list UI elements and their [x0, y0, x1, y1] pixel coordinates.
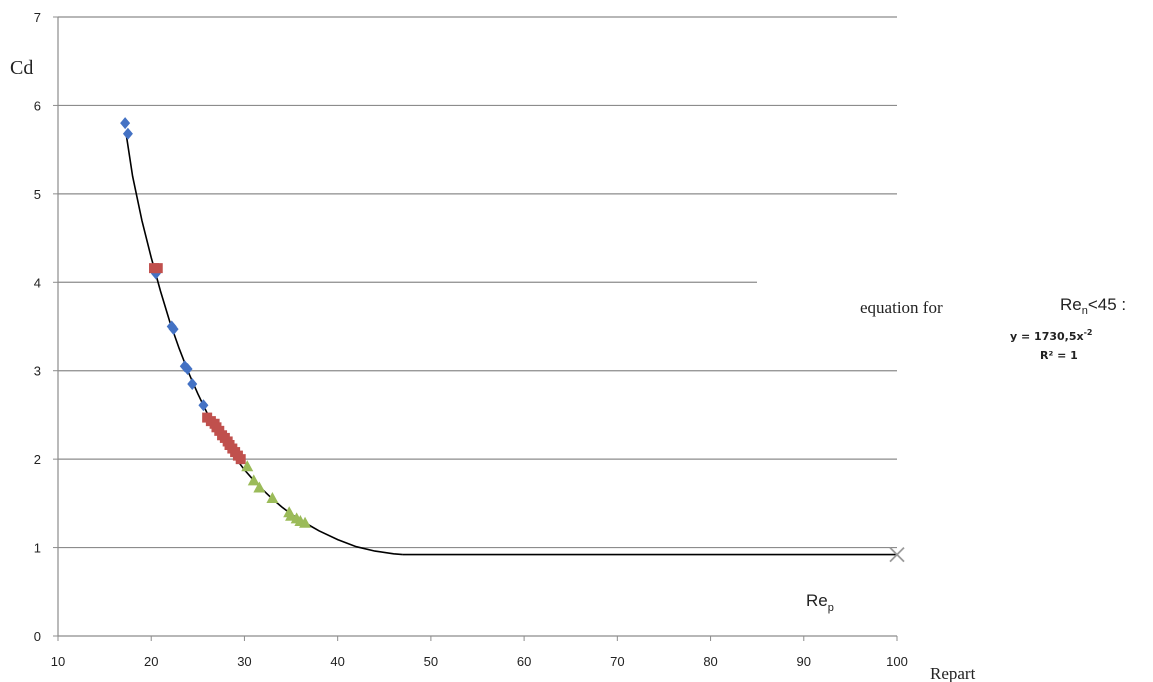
data-point — [198, 399, 209, 412]
y-tick-label: 5 — [34, 187, 41, 202]
y-tick-labels: 0 1 2 3 4 5 6 7 — [34, 10, 41, 644]
y-tick-label: 1 — [34, 541, 41, 556]
y-tick-label: 7 — [34, 10, 41, 25]
data-point — [187, 377, 198, 390]
x-tick-label: 70 — [610, 654, 624, 669]
x-tick-label: 10 — [51, 654, 65, 669]
data-point — [266, 492, 279, 504]
data-point — [152, 263, 163, 274]
data-point — [122, 127, 133, 140]
data-point — [182, 362, 193, 375]
x-tick-label: 90 — [797, 654, 811, 669]
data-point — [168, 323, 179, 336]
data-point — [235, 454, 246, 465]
x-tick-label: 60 — [517, 654, 531, 669]
x-axis-label: Repart — [930, 664, 976, 682]
data-markers — [120, 117, 905, 563]
y-tick-label: 3 — [34, 364, 41, 379]
data-point — [241, 460, 254, 472]
axes — [53, 16, 898, 641]
equation-prefix: equation for — [860, 298, 943, 317]
data-point — [253, 481, 266, 493]
trendline — [125, 133, 897, 556]
x-tick-label: 80 — [703, 654, 717, 669]
x-tick-label: 30 — [237, 654, 251, 669]
y-tick-label: 4 — [34, 275, 41, 290]
x-tick-label: 50 — [424, 654, 438, 669]
y-tick-label: 6 — [34, 98, 41, 113]
grid-lines — [58, 16, 897, 549]
data-point — [889, 547, 905, 563]
rep-annotation: Rep — [806, 591, 834, 614]
equation-formula: y = 1730,5x-2 — [1010, 328, 1092, 343]
x-tick-label: 100 — [886, 654, 908, 669]
data-point — [299, 516, 312, 528]
equation-condition: Ren<45 : — [1060, 295, 1126, 317]
x-tick-label: 40 — [330, 654, 344, 669]
x-tick-labels: 10 20 30 40 50 60 70 80 90 100 — [51, 654, 908, 669]
x-tick-label: 20 — [144, 654, 158, 669]
data-point — [247, 474, 260, 486]
y-tick-label: 2 — [34, 452, 41, 467]
y-tick-label: 0 — [34, 629, 41, 644]
equation-r2: R² = 1 — [1040, 349, 1078, 362]
y-axis-label: Cd — [10, 57, 33, 79]
data-point — [120, 117, 131, 130]
